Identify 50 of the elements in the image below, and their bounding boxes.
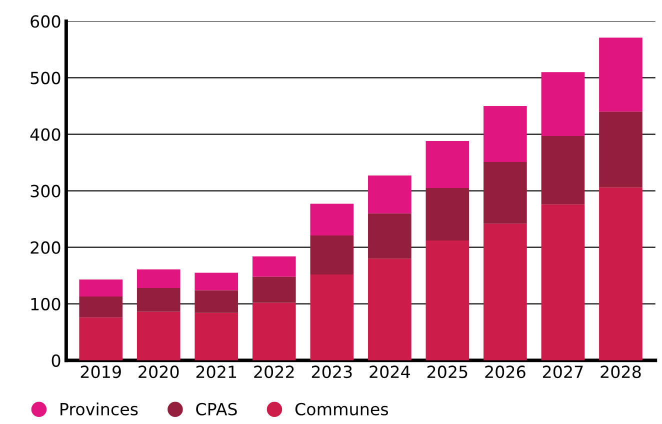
bar: [599, 38, 642, 112]
bar: [194, 272, 238, 290]
bar: [426, 240, 470, 360]
bar: [599, 187, 642, 360]
x-tick-label: 2027: [542, 366, 583, 378]
x-tick-label: 2028: [600, 366, 641, 378]
x-tick-label: 2021: [196, 366, 236, 378]
x-tick-label: 2019: [80, 366, 121, 378]
bar: [136, 312, 180, 360]
legend-label: CPAS: [196, 402, 237, 416]
bar: [79, 317, 123, 360]
bar: [194, 312, 238, 360]
x-tick-label: 2024: [370, 366, 410, 378]
legend-label: Communes: [295, 402, 388, 416]
y-tick-label: 0: [52, 354, 60, 367]
bar: [310, 204, 354, 236]
bar: [541, 204, 585, 360]
legend-label: Provinces: [60, 402, 138, 416]
bar: [136, 288, 180, 312]
bar: [484, 224, 527, 360]
bar: [252, 276, 296, 303]
bar: [426, 188, 470, 241]
bar: [310, 235, 354, 274]
bar: [79, 296, 123, 318]
bar: [599, 112, 642, 188]
bar: [484, 106, 527, 162]
bar: [252, 302, 296, 360]
bar: [484, 162, 527, 224]
x-tick-label: 2023: [312, 366, 352, 378]
y-tick-label: 500: [30, 72, 60, 84]
y-tick-label: 300: [30, 184, 60, 198]
y-tick-label: 100: [31, 298, 60, 310]
bar: [252, 256, 296, 277]
bar: [541, 136, 585, 204]
y-tick-label: 400: [30, 128, 60, 141]
bar: [79, 280, 123, 297]
bar: [194, 290, 238, 313]
bar: [136, 269, 180, 288]
bar: [368, 213, 412, 259]
y-tick-label: 600: [30, 15, 60, 28]
bar: [368, 258, 412, 360]
bar: [368, 176, 412, 214]
x-tick-label: 2020: [138, 366, 179, 378]
x-tick-label: 2022: [254, 366, 294, 378]
bar: [426, 141, 470, 188]
bar: [541, 72, 585, 136]
y-tick-label: 200: [30, 241, 60, 254]
x-tick-label: 2025: [427, 366, 468, 378]
bar: [310, 274, 354, 360]
x-tick-label: 2026: [485, 366, 526, 378]
